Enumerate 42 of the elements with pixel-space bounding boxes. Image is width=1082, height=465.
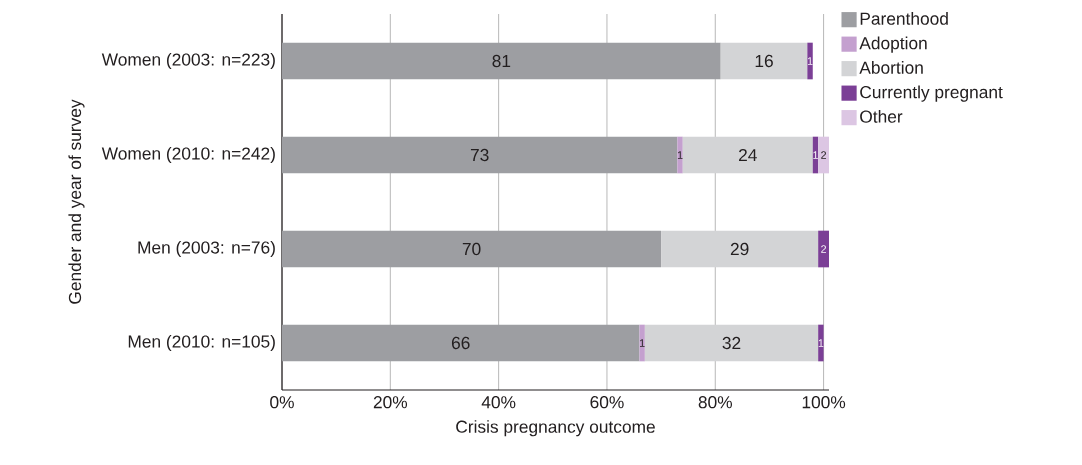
y-tick-label: Women (2010: n=242) — [101, 146, 275, 164]
data-label: 16 — [755, 54, 773, 68]
legend-label: Adoption — [859, 36, 927, 53]
legend-label: Abortion — [859, 61, 923, 74]
x-axis-title: Crisis pregnancy outcome — [456, 420, 655, 437]
data-label: 73 — [470, 148, 489, 162]
x-tick-label: 0% — [270, 396, 294, 409]
x-tick-label: 20% — [373, 396, 408, 409]
bar — [682, 136, 813, 174]
bar — [644, 324, 819, 362]
bar — [661, 230, 819, 268]
data-label: 1 — [813, 151, 818, 159]
bar — [818, 230, 830, 268]
y-tick-label: Men (2003: n=76) — [138, 240, 275, 258]
y-axis-title: Gender and year of survey — [68, 99, 85, 304]
bar — [818, 324, 824, 362]
y-tick-label: Women (2003: n=223) — [101, 52, 275, 70]
y-tick-label: Men (2010: n=105) — [128, 334, 275, 352]
data-label: 81 — [492, 54, 511, 68]
data-label: 1 — [818, 339, 824, 347]
x-tick-label: 80% — [698, 396, 732, 409]
x-tick-label: 40% — [481, 396, 516, 409]
bar — [720, 42, 808, 80]
bar — [677, 136, 683, 174]
data-label: 29 — [730, 242, 749, 256]
bar — [818, 136, 830, 174]
bar — [639, 324, 645, 362]
data-label: 1 — [677, 151, 683, 159]
data-label: 1 — [807, 57, 813, 65]
x-tick-label: 100% — [802, 396, 846, 409]
data-label: 24 — [739, 148, 757, 162]
data-label: 66 — [451, 336, 470, 350]
data-label: 2 — [821, 151, 827, 159]
bar — [807, 42, 813, 80]
data-label: 32 — [722, 336, 741, 350]
legend-label: Currently pregnant — [860, 85, 1003, 102]
data-label: 70 — [462, 242, 481, 256]
legend-label: Other — [860, 110, 903, 123]
x-tick-label: 60% — [590, 396, 624, 409]
data-label: 2 — [821, 245, 827, 253]
data-label: 1 — [640, 339, 645, 347]
legend-label: Parenthood — [860, 12, 948, 25]
